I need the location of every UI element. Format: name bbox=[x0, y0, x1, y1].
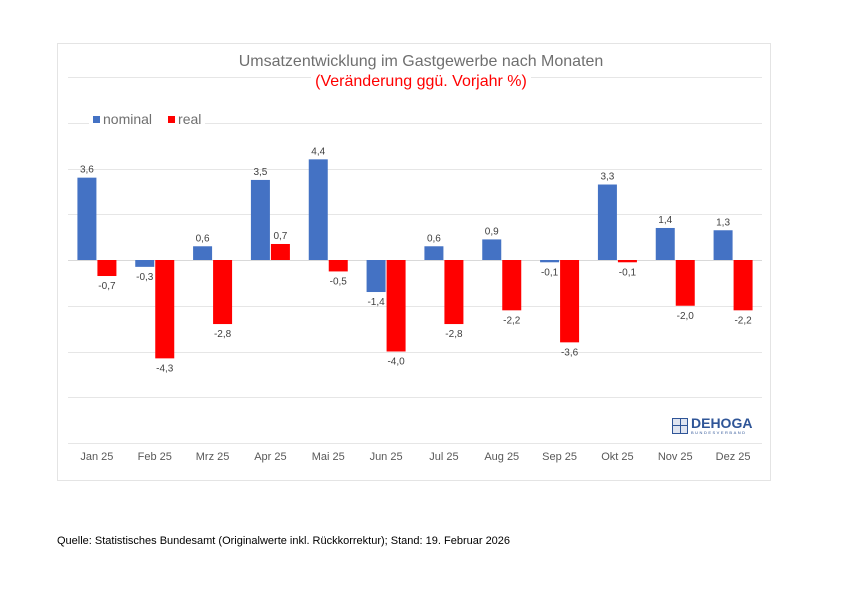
bar-real bbox=[328, 260, 348, 272]
logo-brand: DEHOGA bbox=[691, 415, 753, 431]
bar-nominal bbox=[424, 246, 444, 260]
data-label-real: -2,2 bbox=[734, 315, 752, 326]
data-label-real: -4,0 bbox=[387, 357, 405, 368]
dehoga-logo-mark-icon bbox=[672, 417, 688, 434]
data-label-real: -2,0 bbox=[677, 311, 695, 322]
bar-real bbox=[733, 260, 753, 311]
bar-nominal bbox=[250, 179, 270, 260]
chart-title-text: Umsatzentwicklung im Gastgewerbe nach Mo… bbox=[234, 53, 608, 70]
x-tick-label: Aug 25 bbox=[484, 451, 519, 463]
legend-swatch-nominal bbox=[93, 115, 100, 123]
x-tick-label: Okt 25 bbox=[601, 451, 633, 463]
x-tick-label: Jul 25 bbox=[429, 451, 458, 463]
legend-label-nominal: nominal bbox=[103, 111, 153, 127]
data-label-nominal: 0,9 bbox=[485, 226, 499, 237]
chart-subtitle: (Veränderung ggü. Vorjahr %) bbox=[0, 73, 842, 91]
bar-nominal bbox=[713, 230, 733, 260]
data-label-real: -0,7 bbox=[98, 281, 116, 292]
data-label-nominal: 1,3 bbox=[716, 217, 730, 228]
data-label-nominal: 0,6 bbox=[427, 233, 441, 244]
data-label-nominal: -1,4 bbox=[367, 297, 385, 308]
x-tick-label: Sep 25 bbox=[542, 451, 577, 463]
bar-real bbox=[386, 260, 406, 352]
bar-nominal bbox=[308, 159, 328, 260]
bar-real bbox=[155, 260, 175, 359]
bar-real bbox=[444, 260, 464, 325]
x-tick-label: Feb 25 bbox=[138, 451, 172, 463]
data-label-real: -2,8 bbox=[445, 329, 463, 340]
logo-subtitle: BUNDESVERBAND bbox=[691, 430, 747, 435]
data-label-real: -2,2 bbox=[503, 315, 521, 326]
data-label-nominal: 3,3 bbox=[600, 172, 614, 183]
chart-title: Umsatzentwicklung im Gastgewerbe nach Mo… bbox=[0, 53, 842, 71]
bar-nominal bbox=[597, 184, 617, 260]
bar-nominal bbox=[540, 260, 560, 263]
data-label-nominal: 3,5 bbox=[253, 167, 267, 178]
bar-nominal bbox=[135, 260, 155, 267]
data-label-nominal: 0,6 bbox=[196, 233, 210, 244]
legend-item-real: real bbox=[168, 111, 201, 127]
data-label-nominal: -0,3 bbox=[136, 272, 154, 283]
source-footnote: Quelle: Statistisches Bundesamt (Origina… bbox=[57, 535, 511, 547]
data-label-real: -2,8 bbox=[214, 329, 232, 340]
bar-nominal bbox=[193, 246, 213, 260]
bar-nominal bbox=[77, 177, 97, 260]
data-label-nominal: -0,1 bbox=[541, 267, 559, 278]
x-tick-label: Apr 25 bbox=[254, 451, 286, 463]
bar-real bbox=[270, 243, 290, 260]
bar-real bbox=[617, 260, 637, 263]
x-tick-label: Jun 25 bbox=[370, 451, 403, 463]
bar-nominal bbox=[482, 239, 502, 260]
data-label-real: -4,3 bbox=[156, 363, 174, 374]
legend: nominal real bbox=[89, 111, 206, 127]
bar-real bbox=[502, 260, 522, 311]
bar-real bbox=[213, 260, 233, 325]
legend-label-real: real bbox=[178, 111, 202, 127]
data-label-real: -0,5 bbox=[330, 276, 348, 287]
data-label-real: -0,1 bbox=[619, 267, 637, 278]
data-label-nominal: 4,4 bbox=[311, 146, 325, 157]
chart-frame bbox=[57, 43, 771, 481]
data-label-nominal: 3,6 bbox=[80, 165, 94, 176]
x-tick-label: Nov 25 bbox=[658, 451, 693, 463]
bar-nominal bbox=[366, 260, 386, 293]
x-tick-label: Mrz 25 bbox=[196, 451, 230, 463]
x-tick-label: Jan 25 bbox=[80, 451, 113, 463]
bar-real bbox=[675, 260, 695, 306]
data-label-nominal: 1,4 bbox=[658, 215, 672, 226]
chart-subtitle-text: (Veränderung ggü. Vorjahr %) bbox=[311, 73, 531, 90]
bar-real bbox=[97, 260, 117, 277]
x-tick-label: Dez 25 bbox=[716, 451, 751, 463]
x-tick-label: Mai 25 bbox=[312, 451, 345, 463]
data-label-real: 0,7 bbox=[273, 231, 287, 242]
bar-real bbox=[560, 260, 580, 343]
legend-swatch-real bbox=[168, 115, 176, 123]
dehoga-logo: DEHOGA BUNDESVERBAND bbox=[672, 416, 752, 435]
legend-item-nominal: nominal bbox=[93, 111, 152, 127]
data-label-real: -3,6 bbox=[561, 347, 579, 358]
bar-nominal bbox=[655, 227, 675, 260]
